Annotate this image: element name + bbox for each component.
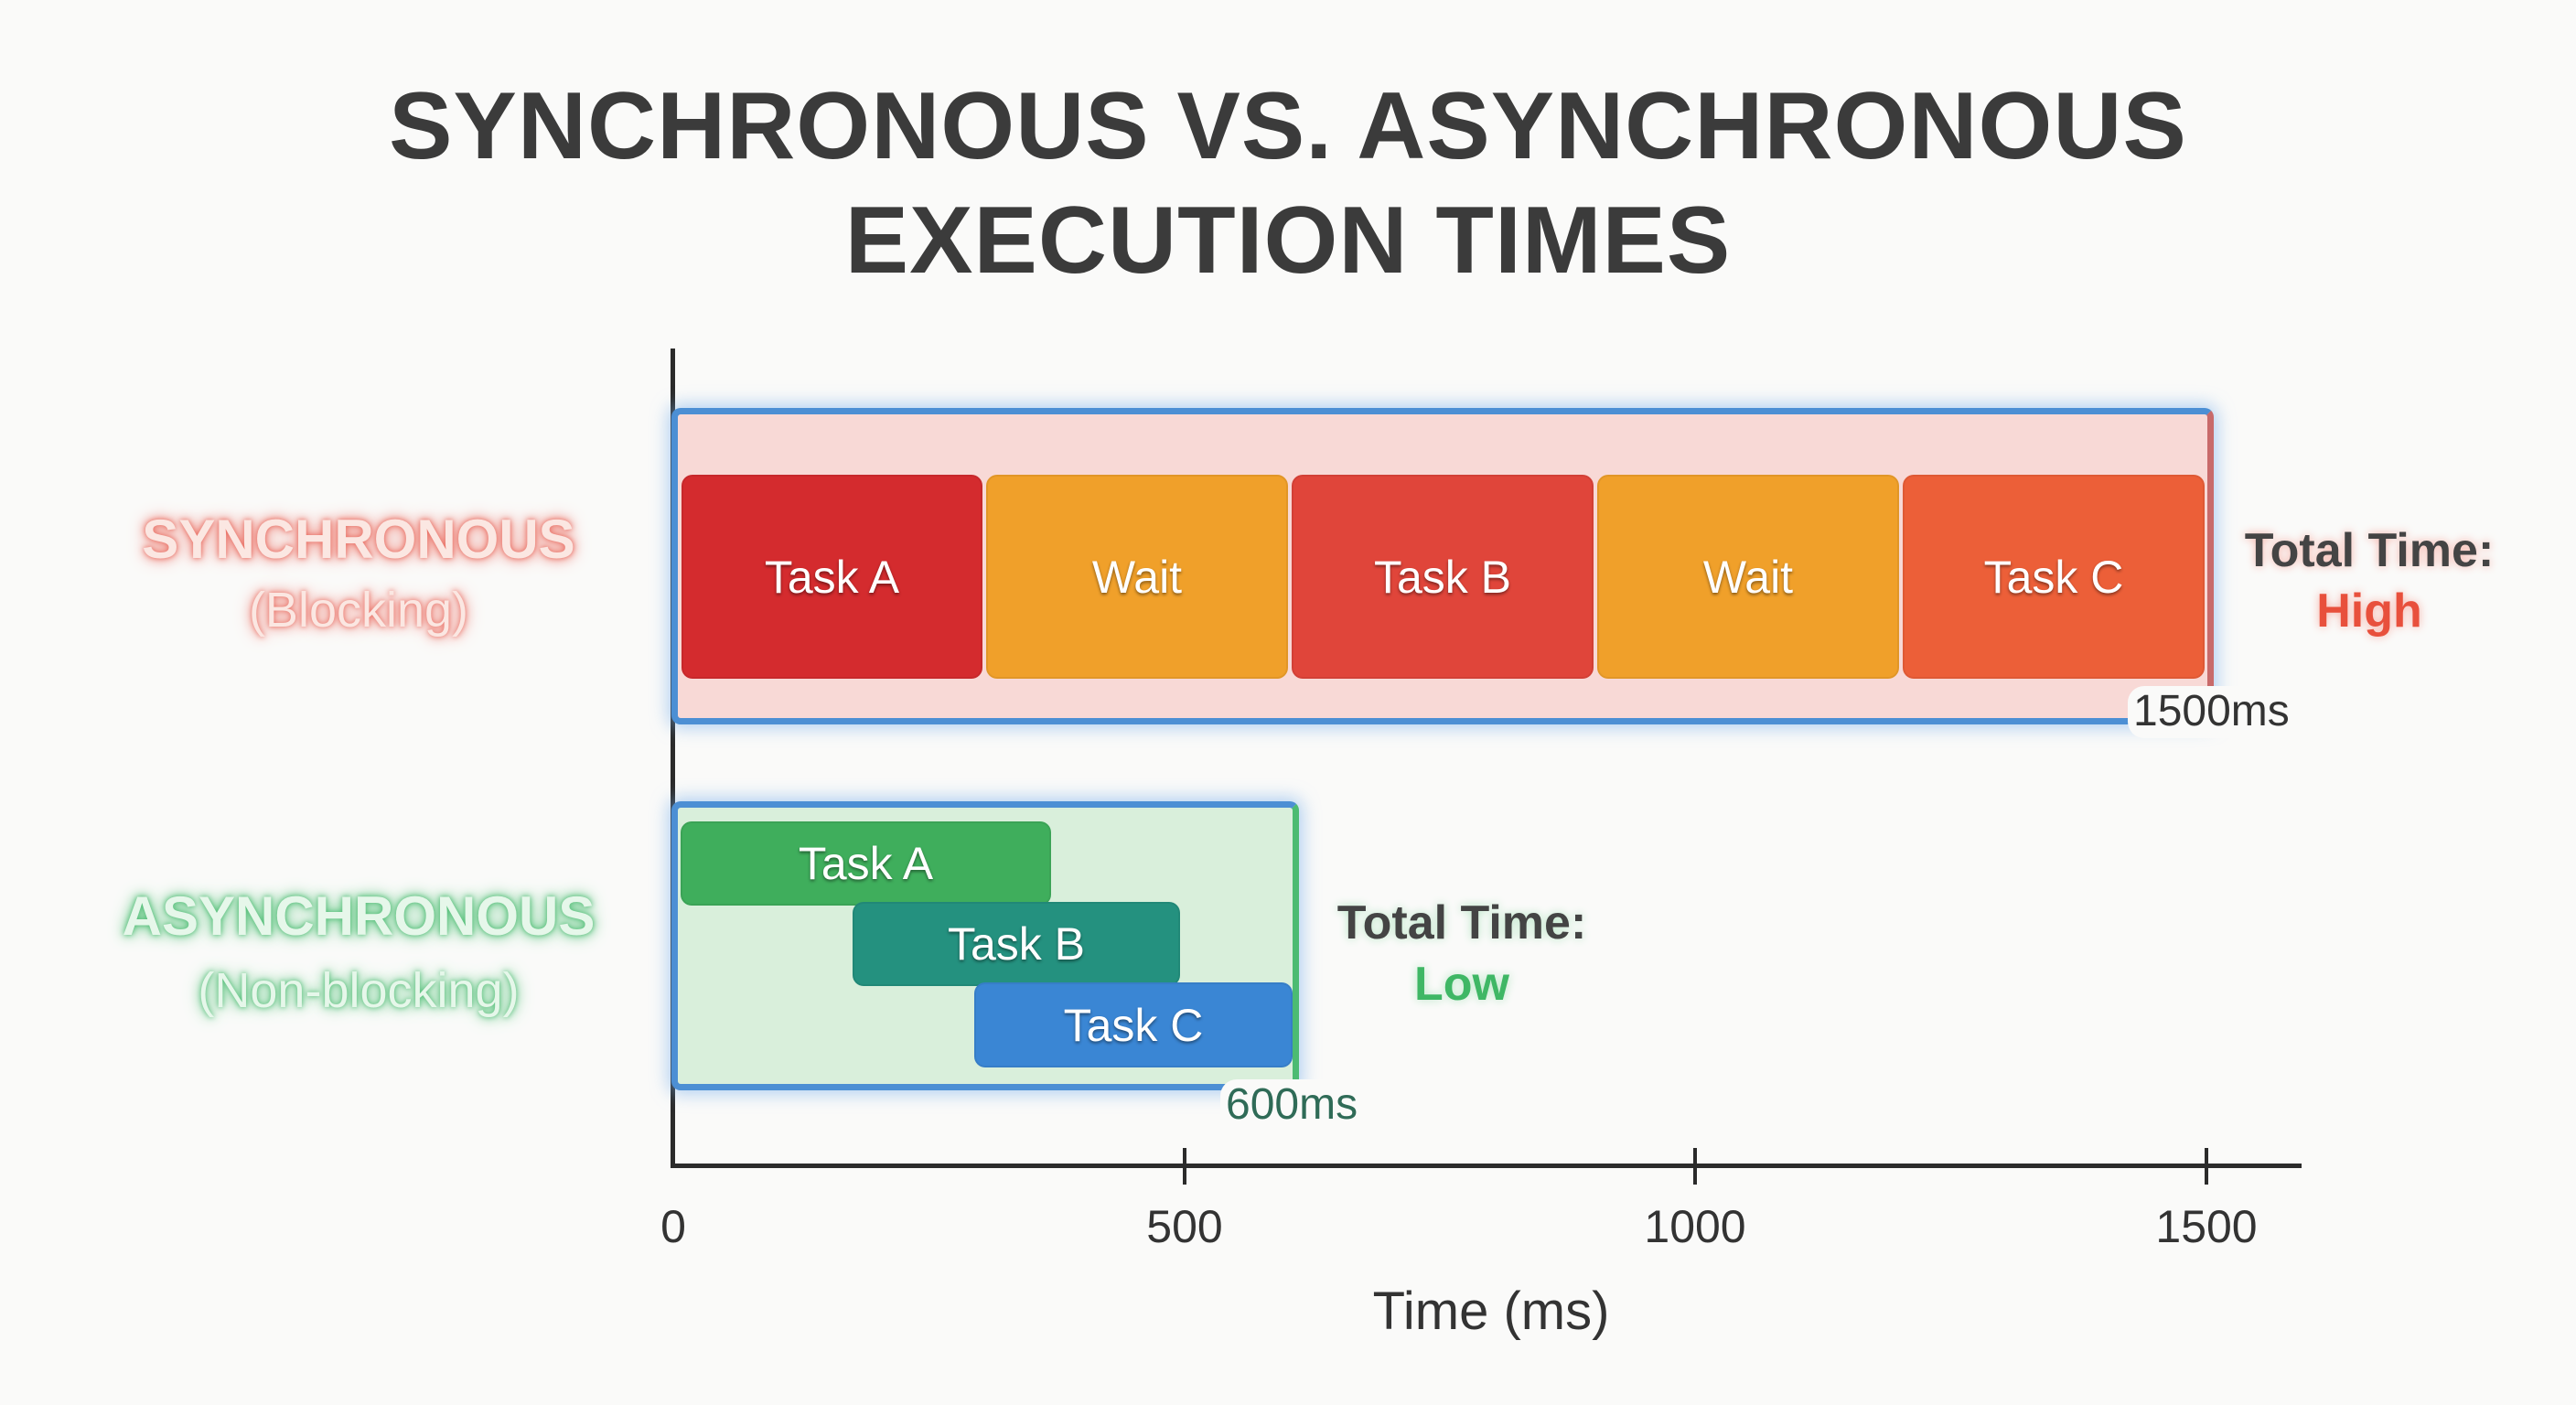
x-tick-label-1500: 1500 (2155, 1201, 2258, 1252)
sync-bar-task-a: Task A (682, 475, 982, 679)
async-bar-task-c: Task C (974, 982, 1293, 1067)
async-row-sublabel: (Non-blocking) (198, 963, 520, 1018)
chart-title-line1: SYNCHRONOUS VS. ASYNCHRONOUS (389, 73, 2187, 179)
sync-total-time-value: High (2316, 585, 2422, 638)
async-total-time-title: Total Time: (1336, 896, 1587, 949)
x-axis-title: Time (ms) (1372, 1282, 1610, 1341)
sync-total-time-title: Total Time: (2244, 524, 2495, 577)
sync-end-label: 1500ms (2128, 686, 2295, 738)
x-axis-line (671, 1164, 2302, 1168)
async-end-label: 600ms (1220, 1079, 1364, 1132)
async-bar-task-b: Task B (853, 902, 1180, 986)
sync-row-label: SYNCHRONOUS (142, 509, 575, 570)
x-tick-label-0: 0 (660, 1201, 686, 1252)
sync-row-sublabel: (Blocking) (248, 583, 469, 638)
sync-bar-task-b: Task B (1292, 475, 1594, 679)
async-total-time-value: Low (1414, 958, 1509, 1011)
async-bar-task-a: Task A (681, 821, 1051, 906)
sync-bar-wait-2: Wait (1597, 475, 1899, 679)
chart-title-line2: EXECUTION TIMES (844, 188, 1732, 294)
sync-bar-task-c: Task C (1903, 475, 2205, 679)
x-tick-label-1000: 1000 (1644, 1201, 1746, 1252)
x-tick-1000 (1693, 1148, 1697, 1185)
sync-bar-wait-1: Wait (986, 475, 1288, 679)
y-axis-line (671, 349, 675, 1168)
async-row-label: ASYNCHRONOUS (122, 885, 596, 947)
x-tick-500 (1183, 1148, 1186, 1185)
x-tick-label-500: 500 (1146, 1201, 1223, 1252)
x-tick-1500 (2205, 1148, 2208, 1185)
